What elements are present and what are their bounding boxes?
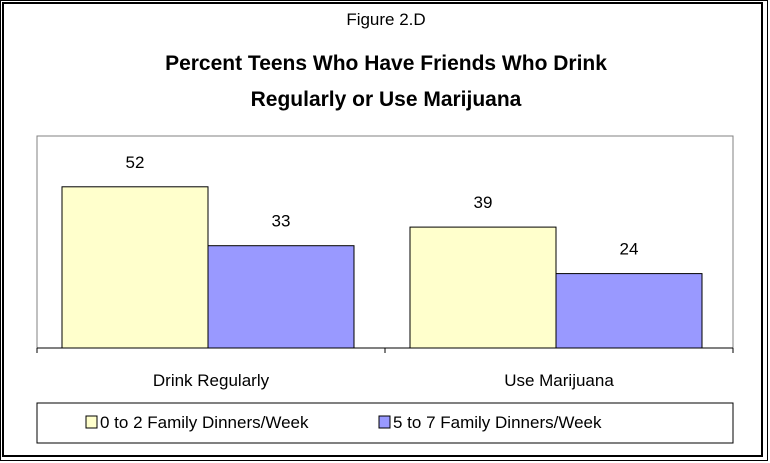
category-labels-group: Drink Regularly Use Marijuana [153, 371, 614, 390]
chart-title-line-1: Percent Teens Who Have Friends Who Drink [165, 52, 607, 75]
value-label-2-2: 24 [620, 240, 639, 259]
bar-2-2 [555, 273, 703, 349]
bar-1-2 [409, 226, 557, 349]
value-label-1-1: 52 [126, 153, 145, 172]
chart-title-line-2: Regularly or Use Marijuana [251, 88, 522, 111]
bar-2-1 [207, 245, 355, 349]
value-label-2-1: 33 [272, 212, 291, 231]
x-ticks-group [36, 348, 734, 353]
legend-swatch-2 [378, 415, 391, 429]
figure-label: Figure 2.D [346, 10, 425, 29]
legend-label-1: 0 to 2 Family Dinners/Week [100, 413, 309, 432]
legend-label-2: 5 to 7 Family Dinners/Week [393, 413, 602, 432]
legend-swatch-1 [85, 415, 98, 429]
category-label-1: Drink Regularly [153, 371, 270, 390]
category-label-2: Use Marijuana [504, 371, 614, 390]
value-label-1-2: 39 [474, 193, 493, 212]
legend-items-group: 0 to 2 Family Dinners/Week 5 to 7 Family … [85, 413, 602, 432]
bar-1-1 [61, 186, 209, 349]
bars-group [61, 186, 703, 349]
value-labels-group: 52 33 39 24 [126, 153, 639, 259]
